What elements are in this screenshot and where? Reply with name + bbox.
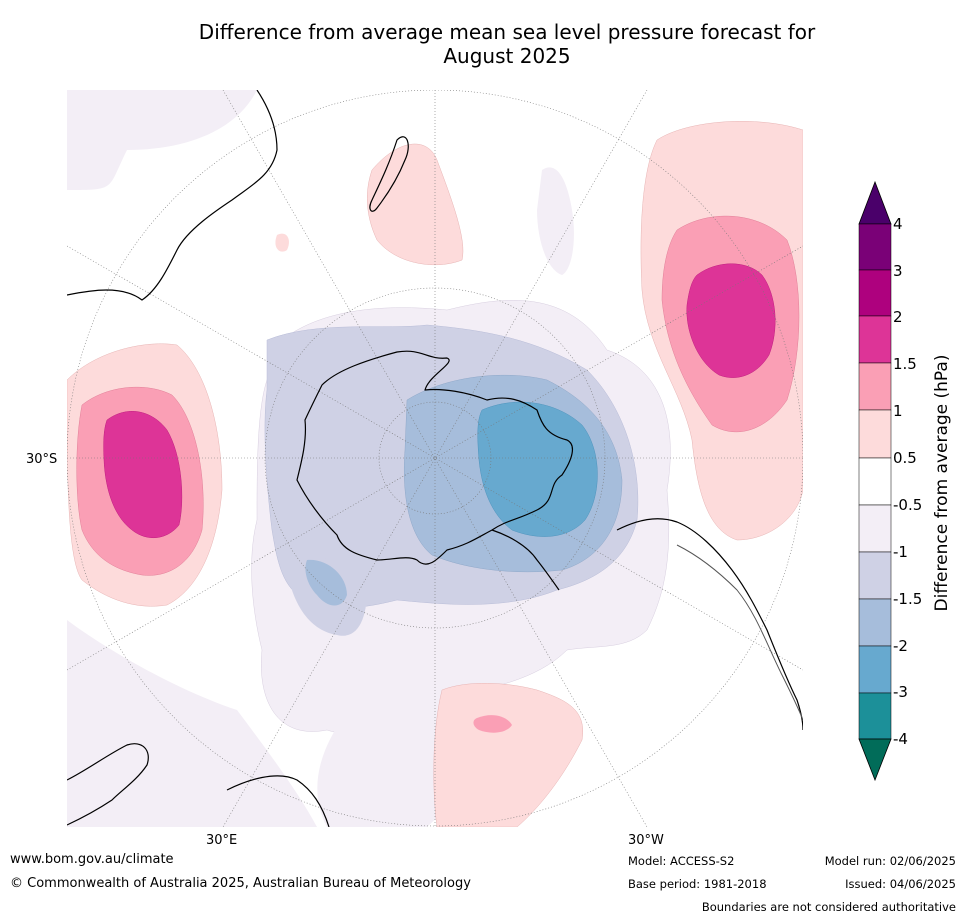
colorbar-tick: -3: [893, 683, 908, 701]
colorbar-svg: [858, 180, 892, 782]
australia-coast: [67, 90, 278, 301]
colorbar-over-arrow: [858, 180, 892, 225]
anomaly-pink-light-south: [433, 683, 584, 827]
title-line-1: Difference from average mean sea level p…: [198, 20, 816, 44]
footer-base-period: Base period: 1981-2018: [628, 877, 767, 891]
colorbar-band-m4-m3: [858, 692, 892, 740]
colorbar-tick: 0.5: [893, 449, 917, 467]
lon-label-30e: 30°E: [206, 833, 238, 848]
footer-disclaimer: Boundaries are not considered authoritat…: [701, 900, 956, 914]
anomaly-blue-core: [477, 401, 598, 537]
title-line-2: August 2025: [443, 44, 571, 68]
colorbar-band-2-3: [858, 269, 892, 317]
colorbar-band-m1-m0.5: [858, 504, 892, 553]
colorbar-band-neutral: [858, 457, 892, 506]
map-title: Difference from average mean sea level p…: [120, 20, 894, 68]
colorbar-tick: 1: [893, 402, 903, 420]
colorbar-tick: 3: [893, 262, 903, 280]
colorbar: [855, 180, 895, 786]
map-canvas: [67, 90, 803, 827]
anomaly-pink-light-newzealand: [367, 143, 464, 266]
colorbar-band-0.5-1: [858, 409, 892, 459]
anomaly-pink-mid-south: [473, 715, 512, 733]
lon-label-30w: 30°W: [628, 833, 664, 848]
south-america-inland: [676, 544, 803, 721]
colorbar-band-m1.5-m1: [858, 551, 892, 600]
coastlines: [67, 90, 803, 827]
colorbar-tick: -1: [893, 543, 908, 561]
colorbar-band-m2-m1.5: [858, 598, 892, 647]
anomaly-magenta-left: [103, 411, 183, 538]
colorbar-tick: 4: [893, 215, 903, 233]
colorbar-band-1.5-2: [858, 315, 892, 364]
southern-africa-coast: [67, 743, 149, 826]
south-america-coast: [616, 518, 803, 731]
colorbar-under-arrow: [858, 738, 892, 782]
anomaly-light-lavender-southwest: [67, 620, 317, 827]
anomaly-light-lavender-north-strip: [537, 167, 574, 275]
south-africa-east-coast: [226, 775, 330, 827]
colorbar-title: Difference from average (hPa): [932, 354, 952, 612]
colorbar-band-3-4: [858, 223, 892, 271]
footer-issued: Issued: 04/06/2025: [845, 877, 956, 891]
new-zealand-coast: [369, 136, 409, 212]
colorbar-tick: 2: [893, 308, 903, 326]
antarctica-coast: [296, 350, 574, 565]
colorbar-tick: 1.5: [893, 355, 917, 373]
graticule: [67, 90, 803, 827]
anomaly-grey-blue-small: [305, 559, 347, 606]
antarctic-peninsula: [491, 529, 560, 591]
colorbar-band-m3-m2: [858, 645, 892, 694]
footer-copyright: © Commonwealth of Australia 2025, Austra…: [10, 876, 471, 891]
colorbar-tick: -0.5: [893, 496, 923, 514]
anomaly-magenta-right: [686, 263, 776, 378]
polar-map: [67, 90, 803, 827]
colorbar-tick: -4: [893, 730, 908, 748]
footer-url: www.bom.gov.au/climate: [10, 852, 174, 867]
colorbar-band-1-1.5: [858, 362, 892, 411]
lat-label-30s: 30°S: [26, 452, 58, 467]
colorbar-tick: -1.5: [893, 590, 923, 608]
anomaly-light-lavender-northwest: [67, 90, 257, 190]
colorbar-tick: -2: [893, 637, 908, 655]
footer-model-run: Model run: 02/06/2025: [824, 854, 956, 868]
footer-model: Model: ACCESS-S2: [628, 854, 735, 868]
anomaly-pink-small-east: [275, 233, 289, 252]
